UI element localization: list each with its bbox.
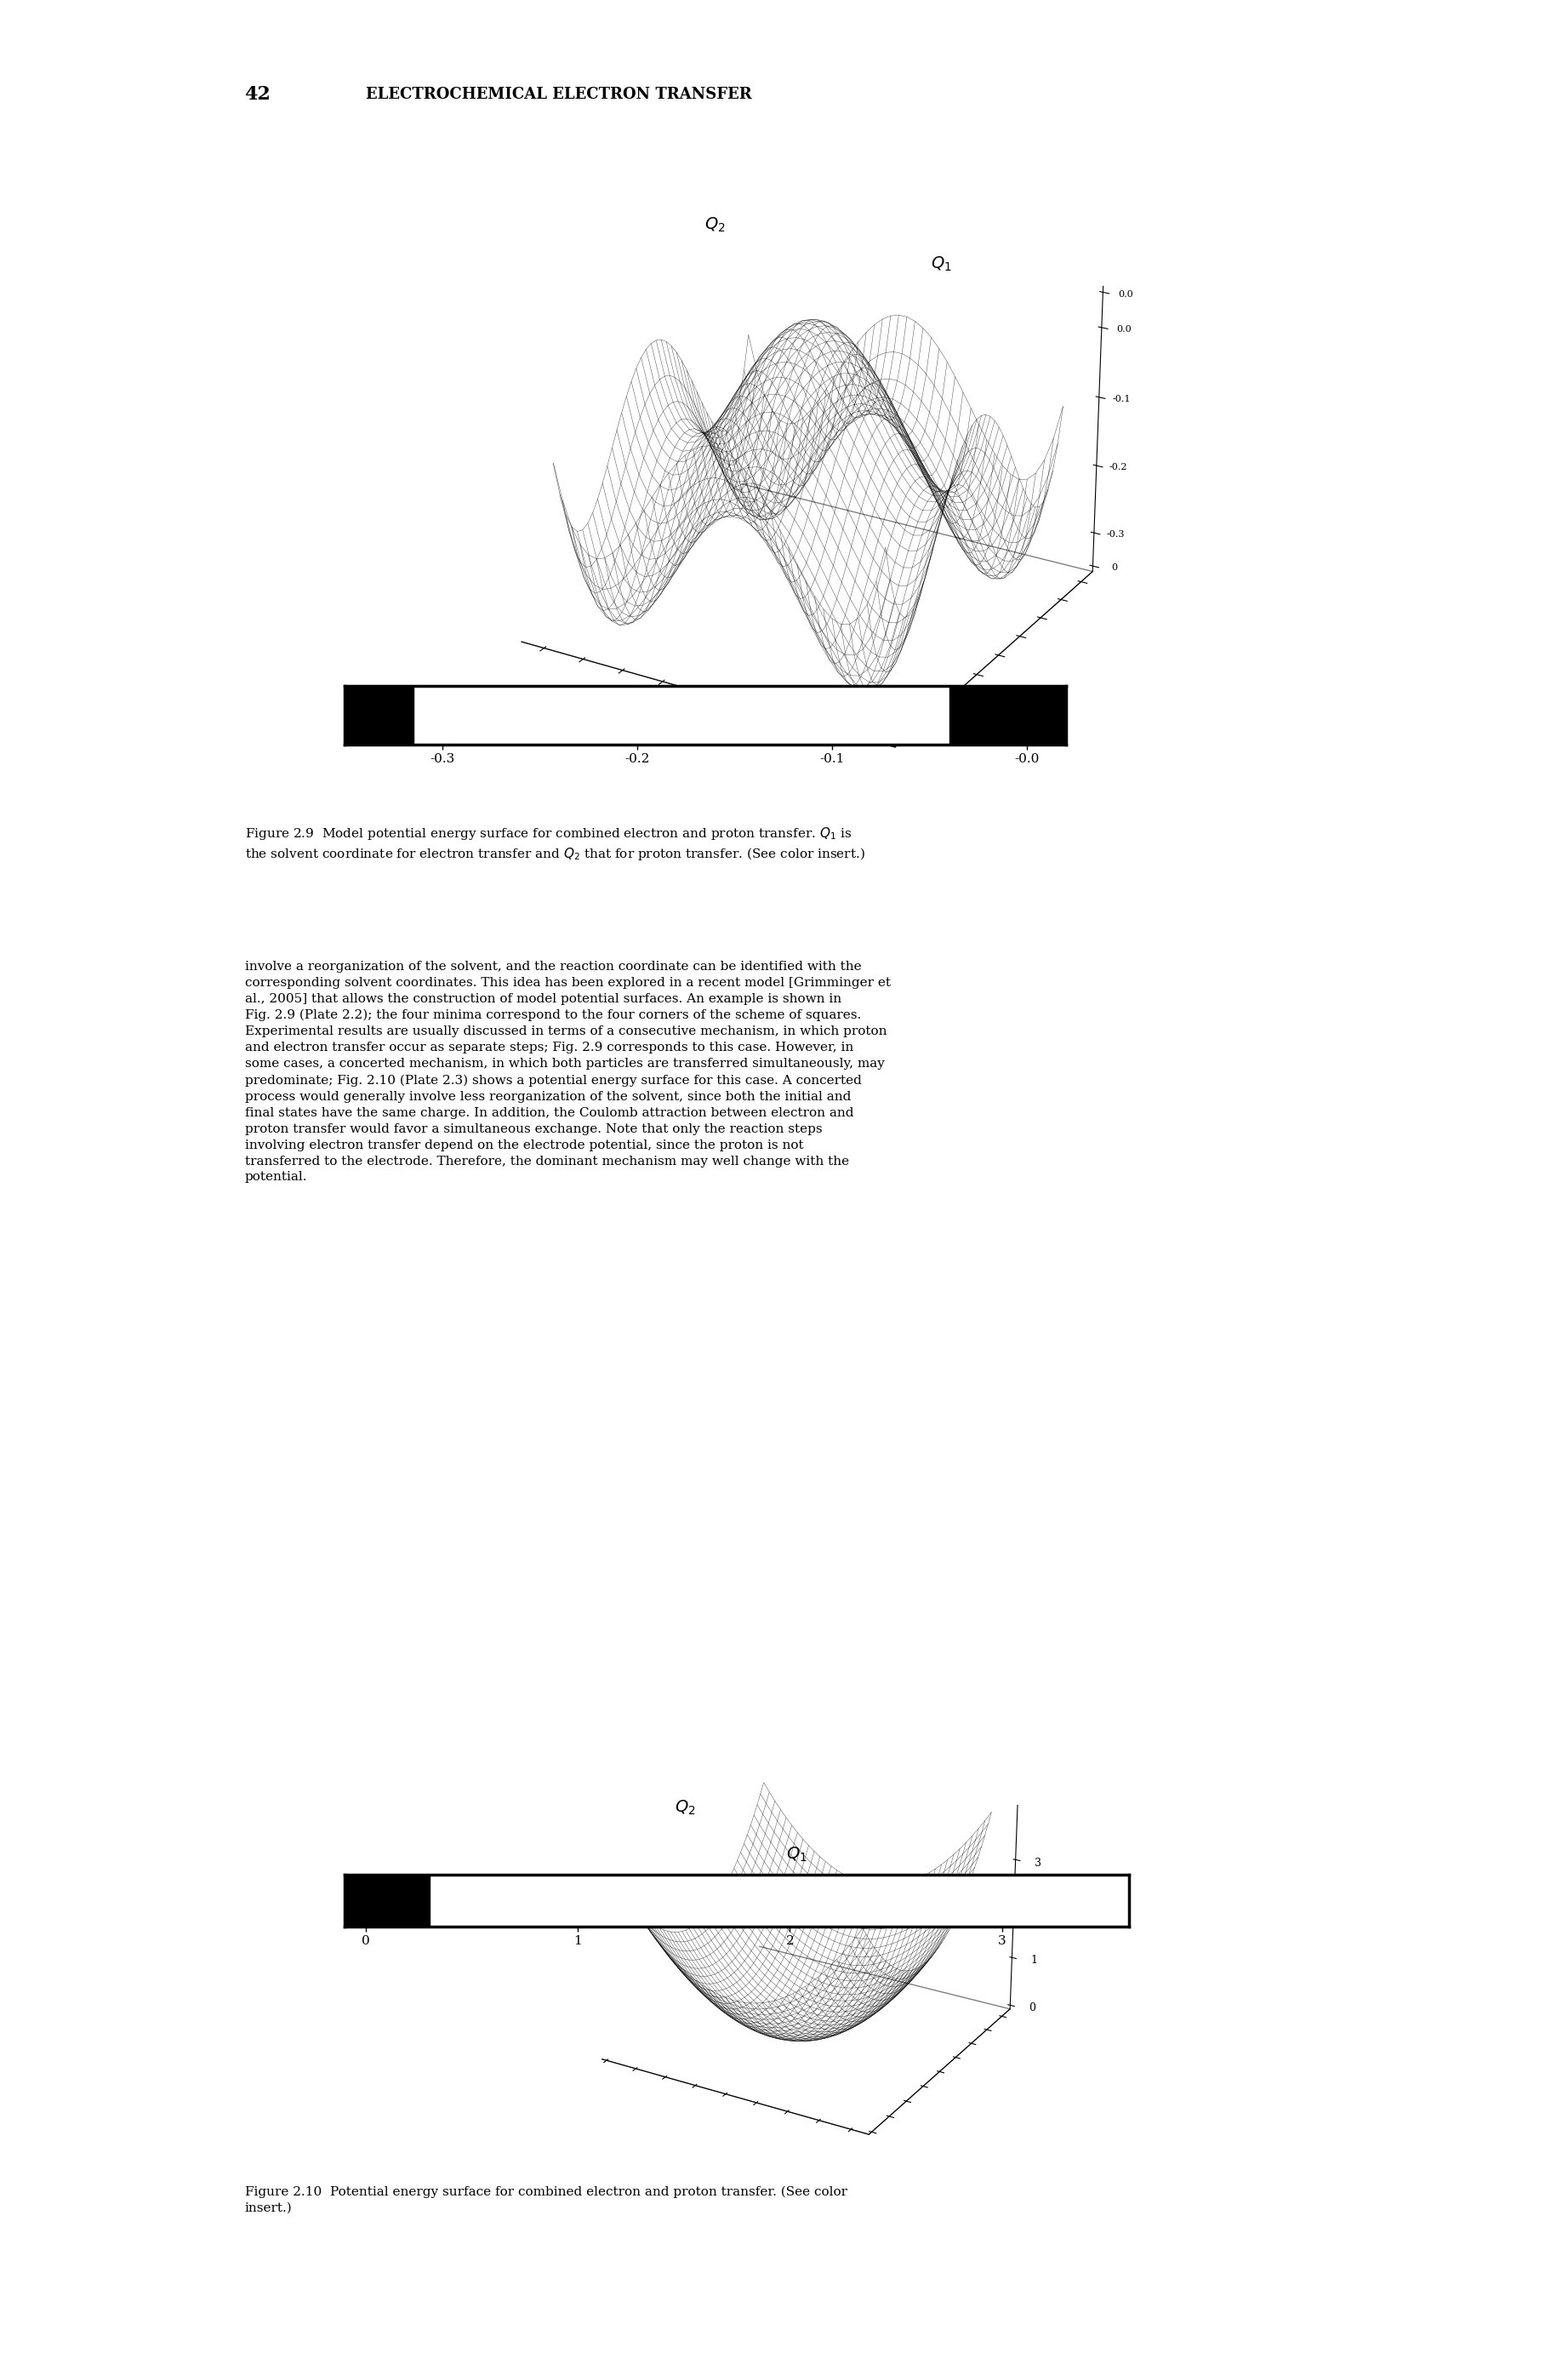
Bar (949, 686, 1066, 745)
Text: Figure 2.10  Potential energy surface for combined electron and proton transfer.: Figure 2.10 Potential energy surface for… (245, 2187, 847, 2215)
Bar (345, 1875, 430, 1927)
Bar (345, 686, 414, 745)
Text: Figure 2.9  Model potential energy surface for combined electron and proton tran: Figure 2.9 Model potential energy surfac… (245, 825, 866, 863)
Text: ELECTROCHEMICAL ELECTRON TRANSFER: ELECTROCHEMICAL ELECTRON TRANSFER (367, 87, 753, 102)
Text: involve a reorganization of the solvent, and the reaction coordinate can be iden: involve a reorganization of the solvent,… (245, 960, 891, 1184)
Text: 42: 42 (245, 85, 271, 104)
